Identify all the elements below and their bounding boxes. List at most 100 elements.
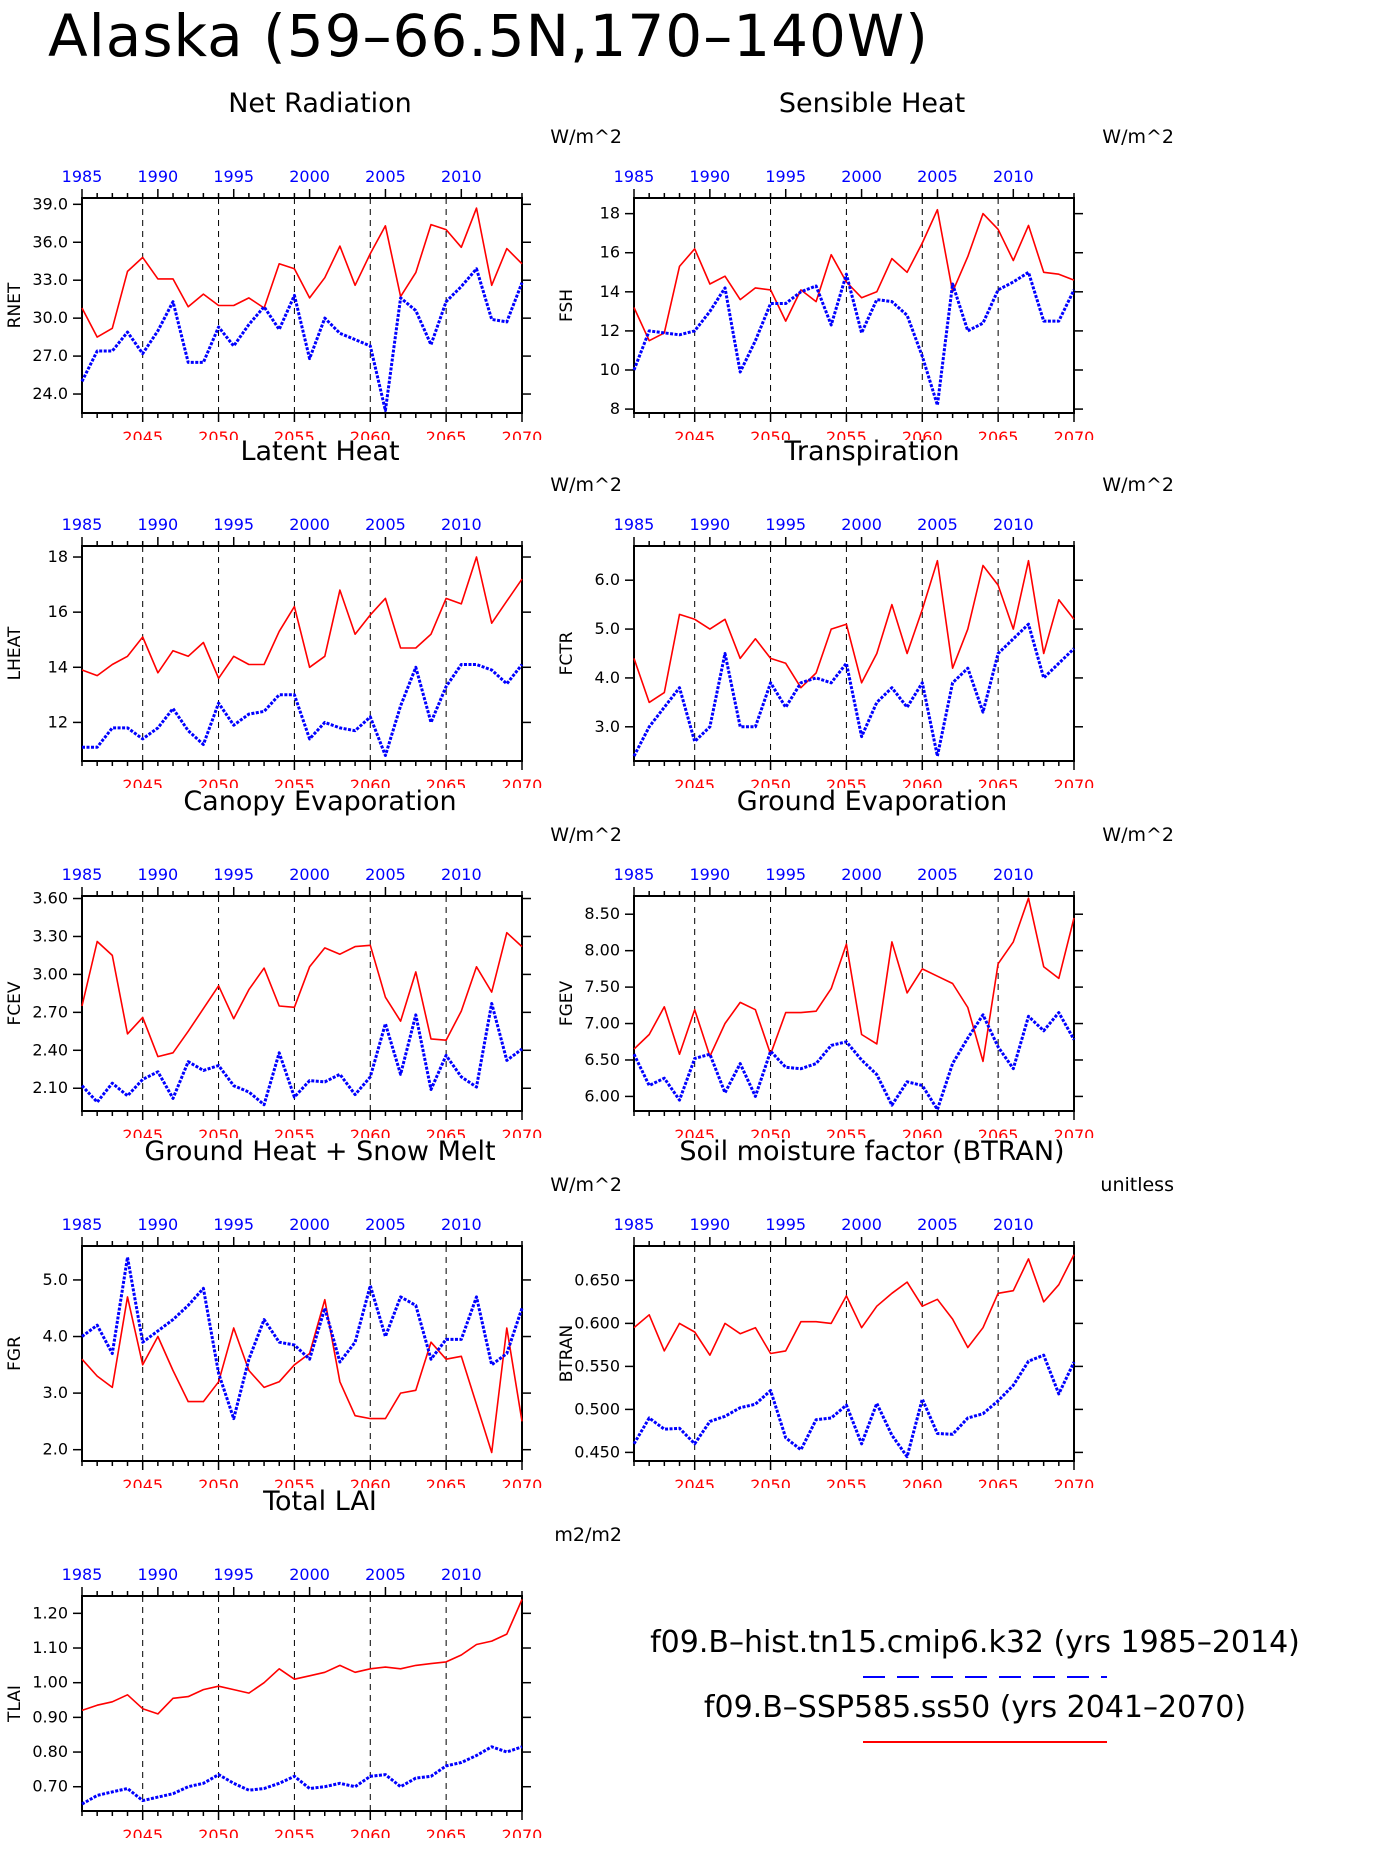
y-tick-label: 14 [48,657,68,676]
y-tick-label: 1.20 [32,1603,68,1622]
top-tick-label: 1995 [213,167,254,186]
plot-frame [633,545,1075,762]
bottom-tick-label: 2045 [122,428,163,440]
bottom-tick-label: 2055 [274,1126,315,1138]
y-tick-label: 2.0 [43,1440,68,1459]
plot-frame [633,197,1075,414]
y-tick-label: 4.0 [595,668,620,687]
legend-label-historical: f09.B–hist.tn15.cmip6.k32 (yrs 1985–2014… [650,1625,1300,1660]
y-tick-label: 12 [600,321,620,340]
series-line-scenario [81,1599,523,1715]
top-tick-label: 1990 [690,167,731,186]
y-tick-label: 1.00 [32,1673,68,1692]
top-tick-label: 2005 [917,865,958,884]
top-tick-label: 1985 [62,865,103,884]
top-tick-label: 1995 [765,515,806,534]
bottom-tick-label: 2045 [122,1476,163,1488]
chart-title: Soil moisture factor (BTRAN) [679,1136,1065,1167]
y-axis-label: FCTR [557,631,577,675]
top-tick-label: 1985 [62,515,103,534]
y-tick-label: 27.0 [32,346,68,365]
bottom-tick-label: 2060 [350,428,391,440]
top-tick-label: 1990 [138,167,179,186]
y-tick-label: 3.00 [32,964,68,983]
top-tick-label: 2000 [289,515,330,534]
chart-svg: 2045 2050 2055 2060 2065 2070 1985 1990 1995 2000… [557,167,1094,440]
top-tick-label: 2010 [993,515,1034,534]
series-line-historical [632,1353,1076,1459]
bottom-tick-label: 2050 [198,1126,239,1138]
series-line-scenario [81,931,523,1058]
bottom-tick-label: 2045 [674,776,715,788]
y-tick-label: 36.0 [32,232,68,251]
chart-units: unitless [1100,1174,1174,1196]
y-tick-label: 18 [600,204,620,223]
top-tick-label: 1995 [765,1215,806,1234]
chart-svg: 2045 2050 2055 2060 2065 2070 1985 1990 1995 2000… [5,1565,543,1838]
top-tick-label: 1985 [614,515,655,534]
top-tick-label: 2000 [841,865,882,884]
top-tick-label: 1995 [765,167,806,186]
plot-frame [633,1245,1075,1462]
chart-units: m2/m2 [554,1524,622,1546]
bottom-tick-label: 2070 [502,1476,543,1488]
top-tick-label: 1985 [62,1565,103,1584]
chart-units: W/m^2 [1102,824,1174,846]
y-axis-label: RNET [5,282,25,328]
bottom-tick-label: 2060 [350,1126,391,1138]
y-tick-label: 33.0 [32,270,68,289]
series-line-historical [632,622,1076,758]
chart-title: Ground Evaporation [736,786,1008,817]
chart-svg: 2045 2050 2055 2060 2065 2070 1985 1990 1995 2000… [557,515,1094,788]
bottom-tick-label: 2055 [826,776,867,788]
bottom-tick-label: 2045 [122,776,163,788]
bottom-tick-label: 2065 [426,776,467,788]
y-tick-label: 8.00 [584,941,620,960]
top-tick-label: 2010 [441,865,482,884]
bottom-tick-label: 2045 [674,1126,715,1138]
bottom-tick-label: 2070 [502,428,543,440]
y-tick-label: 5.0 [595,619,620,638]
top-tick-label: 2000 [841,515,882,534]
y-tick-label: 7.50 [584,977,620,996]
bottom-tick-label: 2065 [978,1476,1019,1488]
bottom-tick-label: 2050 [198,1826,239,1838]
bottom-tick-label: 2055 [274,1476,315,1488]
top-tick-label: 2010 [441,1565,482,1584]
top-tick-label: 1985 [614,167,655,186]
top-tick-label: 1985 [614,865,655,884]
series-line-scenario [633,897,1075,1063]
top-tick-label: 1990 [690,1215,731,1234]
top-tick-label: 1990 [138,1215,179,1234]
legend-line-scenario [863,1741,1107,1743]
legend-label-scenario: f09.B–SSP585.ss50 (yrs 2041–2070) [703,1690,1247,1725]
chart-panel-lheat: Latent Heat W/m^2 2045 2050 2055 2060 2065 2070… [0,436,640,788]
bottom-tick-label: 2060 [902,428,943,440]
y-tick-label: 3.0 [43,1383,68,1402]
series-line-scenario [81,556,523,680]
bottom-tick-label: 2065 [978,1126,1019,1138]
y-axis-label: TLAI [5,1685,25,1723]
top-tick-label: 2005 [365,167,406,186]
bottom-tick-label: 2070 [1054,1476,1095,1488]
chart-units: W/m^2 [1102,126,1174,148]
top-tick-label: 2000 [289,1215,330,1234]
bottom-tick-label: 2070 [502,1826,543,1838]
legend-entry-historical: f09.B–hist.tn15.cmip6.k32 (yrs 1985–2014… [580,1625,1370,1695]
chart-panel-fgr: Ground Heat + Snow Melt W/m^2 2045 2050 2055… [0,1136,640,1488]
chart-panel-fcev: Canopy Evaporation W/m^2 2045 2050 2055 2060 2… [0,786,640,1138]
plot-frame [81,1245,523,1462]
top-tick-label: 1990 [690,865,731,884]
bottom-tick-label: 2045 [674,1476,715,1488]
top-tick-label: 2005 [365,1215,406,1234]
y-tick-label: 8.50 [584,904,620,923]
y-axis-label: FGEV [557,980,577,1026]
bottom-tick-label: 2050 [750,1476,791,1488]
top-tick-label: 1985 [614,1215,655,1234]
chart-panel-tlai: Total LAI m2/m2 2045 2050 2055 2060 2065 2070 19… [0,1486,640,1838]
bottom-tick-label: 2060 [902,1126,943,1138]
bottom-tick-label: 2060 [350,1826,391,1838]
top-tick-label: 1995 [213,1565,254,1584]
series-line-scenario [633,559,1075,704]
y-tick-label: 16 [48,602,68,621]
